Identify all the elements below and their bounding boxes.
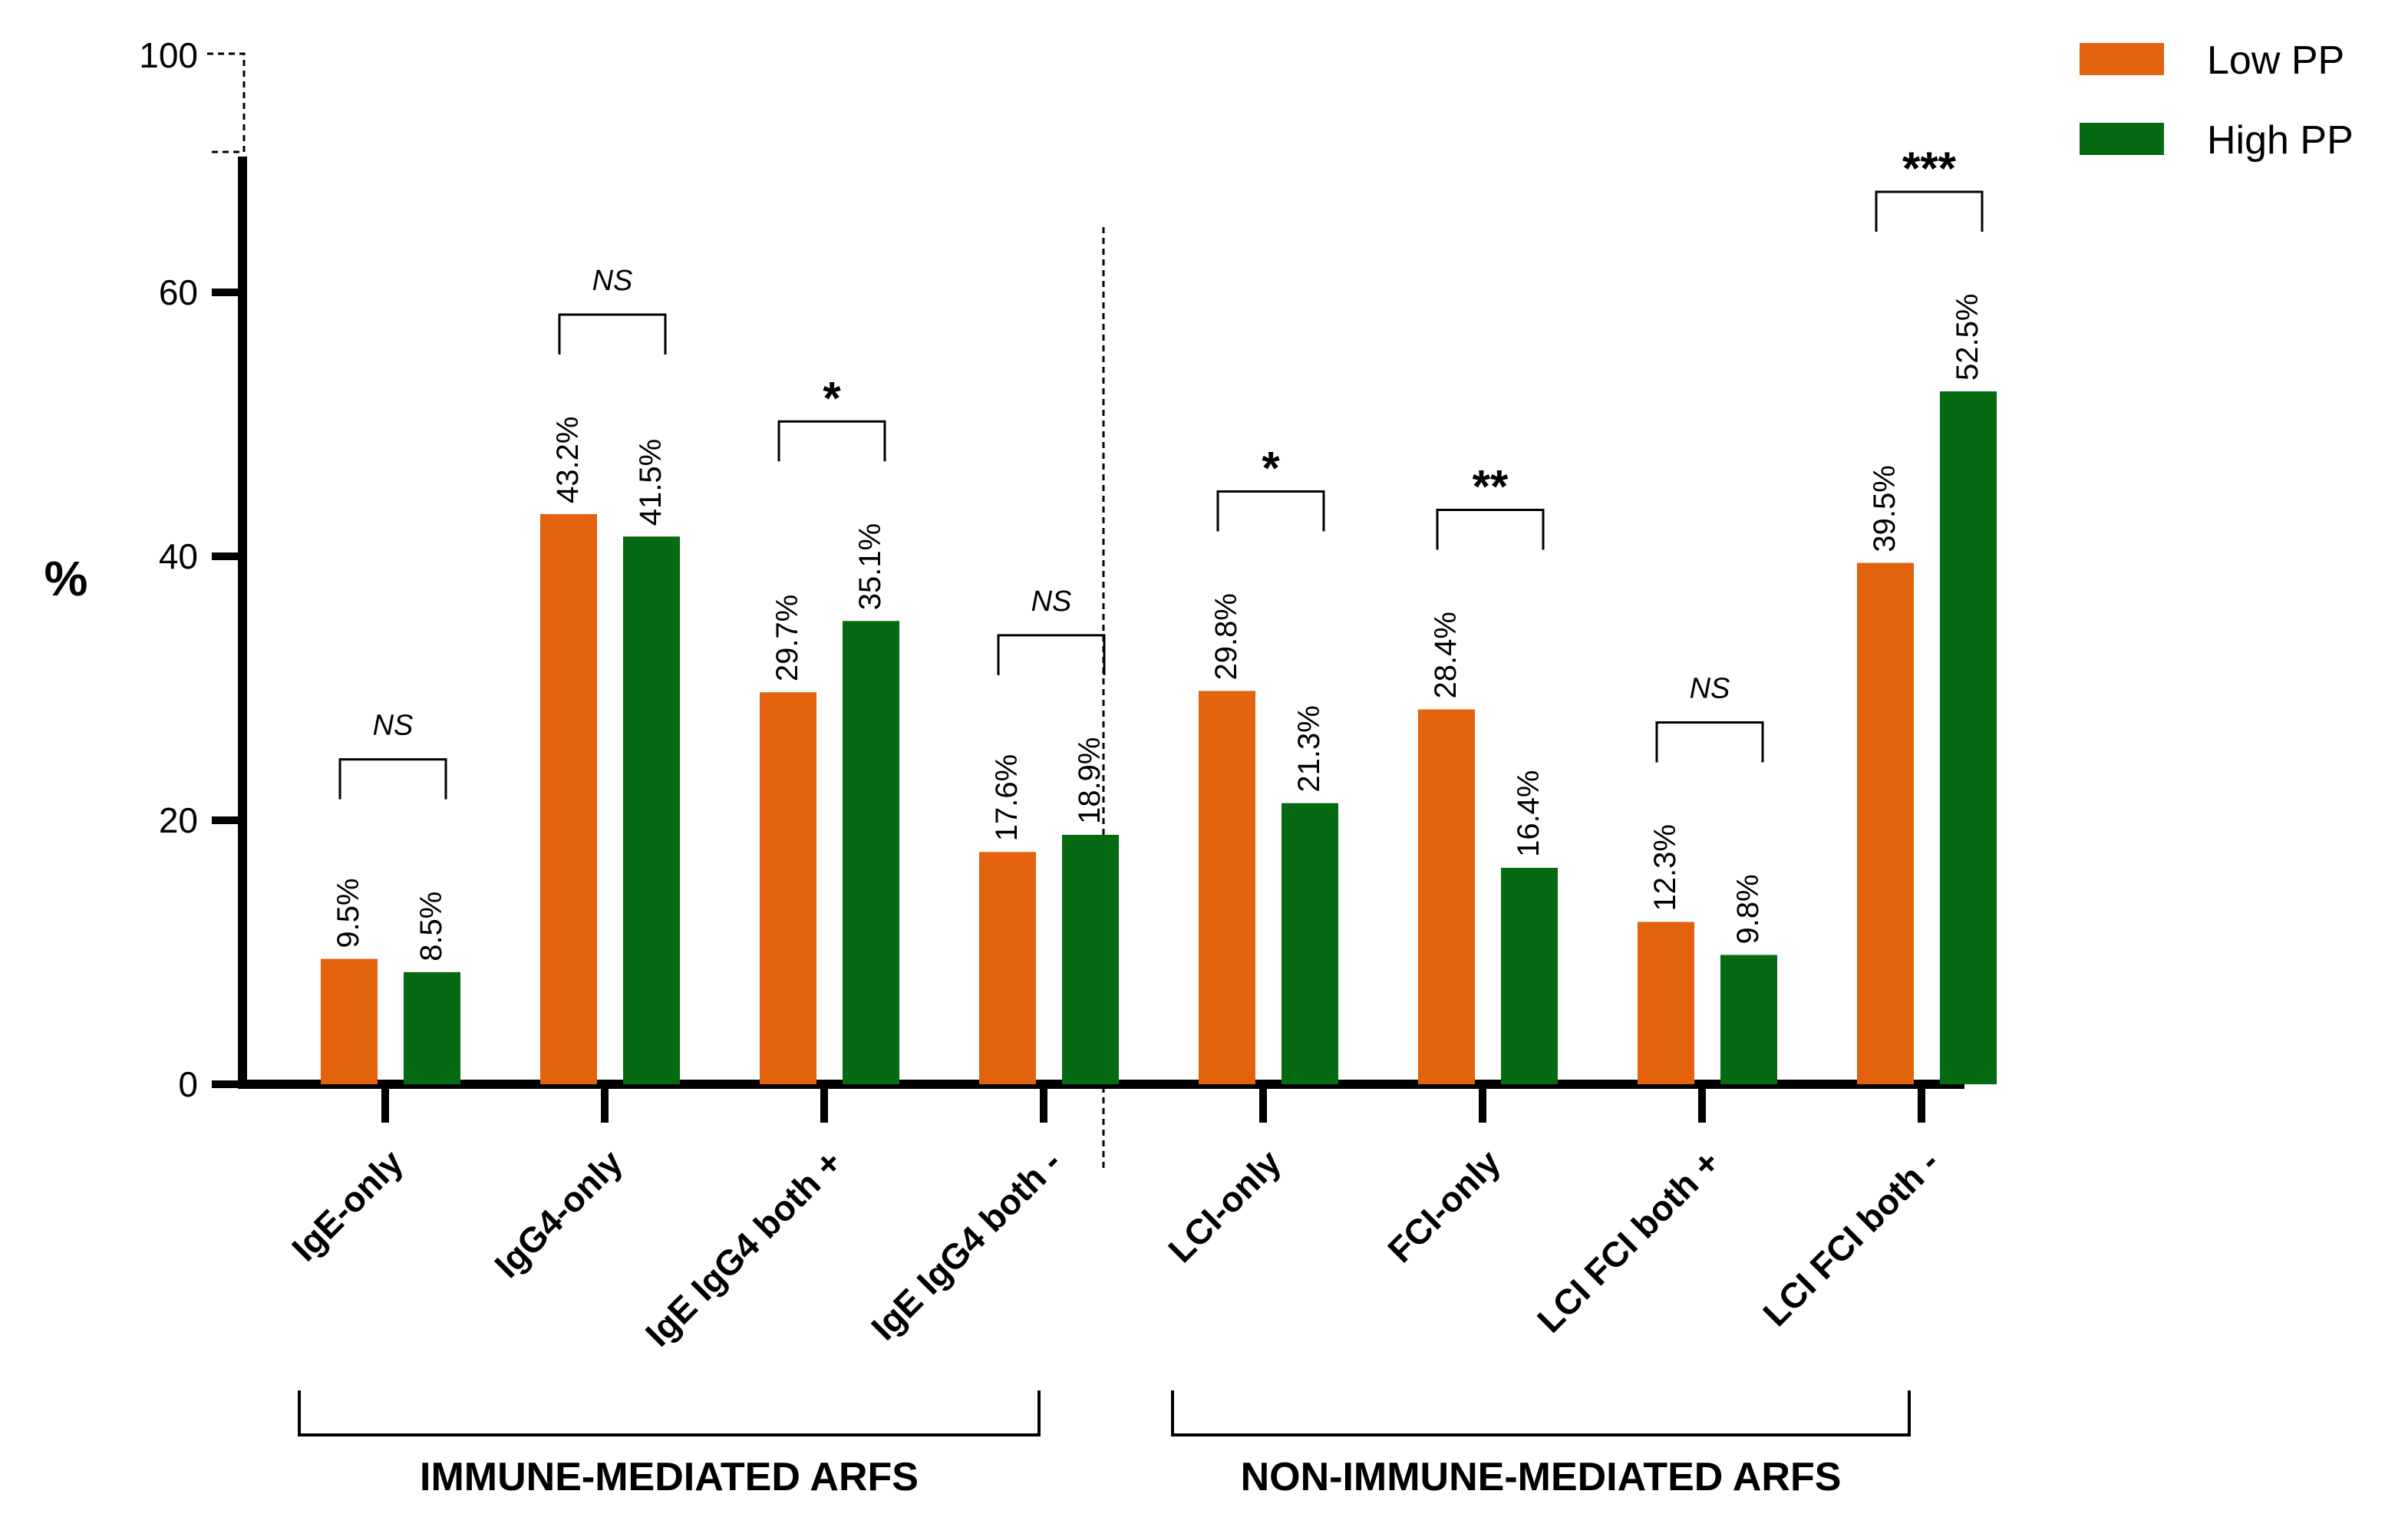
bar	[1720, 955, 1777, 1084]
group-label: IMMUNE-MEDIATED ARFS	[420, 1455, 919, 1499]
data-label: 41.5%	[634, 439, 668, 526]
significance-label: **	[1473, 461, 1509, 513]
legend-swatch	[2080, 123, 2164, 155]
category-label: LCI-only	[1160, 1142, 1288, 1270]
y-tick-label: 100	[139, 35, 198, 75]
bar	[1199, 691, 1255, 1084]
group-bracket	[1171, 1390, 1911, 1436]
significance-bracket	[338, 758, 447, 800]
bar	[623, 536, 680, 1084]
significance-label: ***	[1902, 143, 1957, 194]
bar	[540, 513, 597, 1084]
data-label: 8.5%	[414, 892, 448, 961]
significance-label: *	[823, 372, 841, 424]
y-tick-label: 40	[159, 536, 198, 576]
bar	[1940, 391, 1997, 1084]
significance-bracket	[1875, 190, 1984, 232]
data-label: 9.8%	[1731, 874, 1765, 944]
bar	[1638, 922, 1694, 1084]
bar	[1418, 709, 1475, 1084]
bar	[1857, 562, 1914, 1084]
data-label: 43.2%	[551, 417, 585, 503]
bar	[321, 958, 378, 1084]
significance-label: NS	[592, 265, 633, 297]
significance-label: NS	[1690, 672, 1730, 704]
category-label: LCI FCI both +	[1529, 1142, 1727, 1340]
bars	[321, 391, 1997, 1084]
significance-label: NS	[1031, 585, 1072, 618]
data-label: 39.5%	[1868, 465, 1902, 552]
data-label: 28.4%	[1429, 612, 1463, 698]
significance-label: *	[1262, 442, 1280, 493]
group-bracket	[298, 1390, 1041, 1436]
significance-bracket	[1216, 490, 1325, 532]
data-label: 16.4%	[1512, 770, 1545, 856]
bar	[760, 692, 816, 1084]
group-label: NON-IMMUNE-MEDIATED ARFS	[1241, 1455, 1842, 1499]
significance-brackets	[338, 190, 1984, 800]
bar	[979, 852, 1036, 1084]
y-tick-label: 60	[159, 272, 198, 312]
bar	[843, 621, 899, 1084]
category-label: LCI FCI both -	[1755, 1142, 1947, 1334]
significance-bracket	[1655, 721, 1764, 763]
category-label: IgG4-only	[487, 1142, 630, 1285]
data-label: 21.3%	[1292, 705, 1326, 792]
bar	[404, 971, 460, 1084]
y-tick-label: 20	[159, 800, 198, 840]
data-label: 52.5%	[1951, 294, 1984, 381]
significance-bracket	[777, 420, 886, 462]
data-label: 9.5%	[332, 878, 365, 948]
category-label: IgE-only	[284, 1142, 411, 1268]
data-label: 29.8%	[1209, 593, 1243, 680]
significance-bracket	[1436, 509, 1545, 550]
data-label: 12.3%	[1648, 824, 1682, 911]
data-label: 17.6%	[990, 754, 1024, 841]
legend-swatch	[2080, 43, 2164, 75]
data-label: 18.9%	[1073, 737, 1107, 823]
axis-break-dashed	[207, 52, 246, 153]
significance-bracket	[558, 313, 667, 355]
data-label: 29.7%	[770, 595, 804, 681]
category-label: FCI-only	[1380, 1142, 1508, 1270]
y-tick-label: 0	[178, 1064, 198, 1104]
significance-label: NS	[373, 710, 414, 742]
legend-label: High PP	[2207, 118, 2354, 163]
significance-bracket	[997, 634, 1106, 675]
y-axis-label: %	[45, 551, 88, 606]
category-label: IgE IgG4 both -	[863, 1142, 1069, 1347]
bar	[1282, 803, 1338, 1084]
bar	[1062, 834, 1119, 1084]
legend-label: Low PP	[2207, 38, 2344, 83]
category-label: IgE IgG4 both +	[638, 1142, 849, 1354]
bar	[1501, 867, 1558, 1084]
data-label: 35.1%	[853, 523, 887, 610]
